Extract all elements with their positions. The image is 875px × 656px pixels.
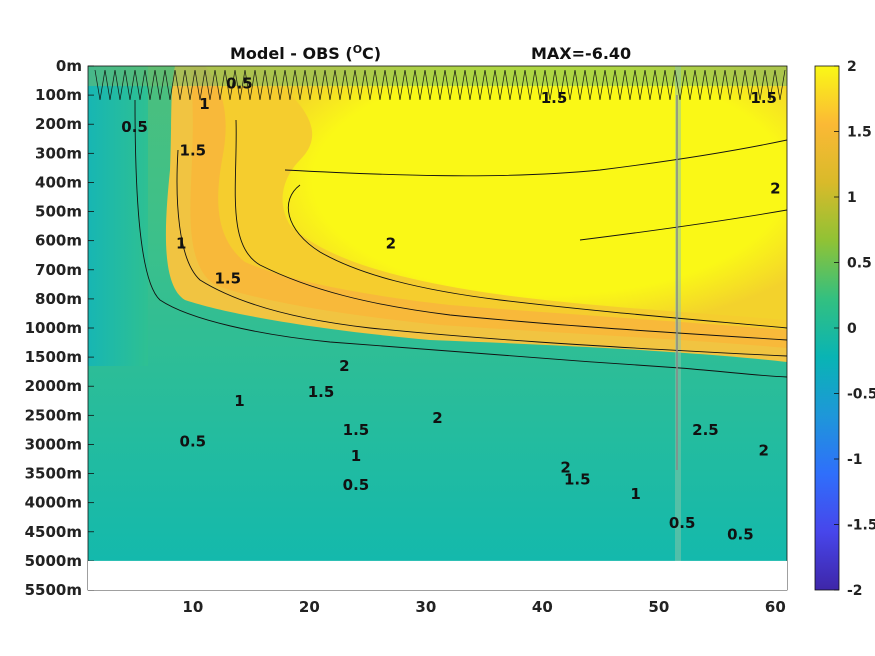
contour-label: 0.5: [343, 476, 370, 494]
surface-contour-noise: [94, 69, 786, 101]
contour-label: 0.5: [226, 74, 253, 92]
y-tick-label: 300m: [35, 144, 82, 162]
contour-label: 0.5: [121, 118, 148, 136]
contour-0.5: [134, 99, 787, 378]
x-tick-label: 20: [299, 598, 320, 616]
colorbar-tick-label: -1: [847, 452, 863, 468]
x-tick-label: 30: [415, 598, 436, 616]
surface-mixed-band: [88, 66, 787, 86]
contour-label: 2: [770, 179, 780, 197]
x-axis: 10 20 30 40 50 60: [182, 584, 786, 616]
contour-label: 1.5: [564, 470, 591, 488]
surface-west-region: [88, 66, 148, 366]
y-tick-label: 4500m: [25, 523, 82, 541]
y-tick-label: 1500m: [25, 348, 82, 366]
contour-label: 1.5: [750, 89, 777, 107]
contour-lines: [94, 69, 787, 470]
y-tick-label: 1000m: [25, 319, 82, 337]
colorbar-tick-label: 0.5: [847, 256, 872, 272]
contour-1: [176, 149, 787, 357]
no-data-region: [88, 560, 787, 590]
colorbar-tick-label: 1: [847, 190, 857, 206]
colorbar-ticks: 2 1.5 1 0.5 0 -0.5 -1 -1.5 -2: [834, 59, 875, 599]
y-tick-label: 5000m: [25, 552, 82, 570]
contour-label: 0.5: [180, 433, 207, 451]
contour-label: 2: [386, 235, 396, 253]
contour-label: 1.5: [343, 421, 370, 439]
y-tick-label: 700m: [35, 261, 82, 279]
contour-label: 2: [339, 357, 349, 375]
y-tick-label: 2000m: [25, 377, 82, 395]
contour-label: 0.5: [669, 514, 696, 532]
contour-label: 1.5: [215, 270, 242, 288]
contour-2.5: [579, 209, 787, 241]
contour-label: 1.5: [180, 141, 207, 159]
warm-core: [260, 66, 787, 320]
contour-labels: 0.511.50.50.511.5222.51.5210.52221.511.5…: [121, 74, 780, 543]
contour-label: 0.5: [727, 526, 754, 544]
x-tick-label: 40: [532, 598, 553, 616]
contour-label: 1: [176, 235, 186, 253]
y-tick-label: 800m: [35, 290, 82, 308]
contour-2b: [284, 139, 787, 177]
heatmap-field: [88, 66, 787, 561]
y-tick-label: 500m: [35, 203, 82, 221]
contour-label: 2.5: [692, 421, 719, 439]
y-tick-label: 4000m: [25, 494, 82, 512]
y-tick-label: 2500m: [25, 406, 82, 424]
y-tick-label: 5500m: [25, 581, 82, 599]
title-unit: C): [362, 44, 381, 63]
x-tick-label: 10: [182, 598, 203, 616]
y-axis: 0m 100m 200m 300m 400m 500m 600m 700m 800m 1000m 1…: [25, 57, 94, 599]
no-data-column: [675, 66, 681, 561]
contour-label: 1: [351, 447, 361, 465]
y-tick-label: 3500m: [25, 465, 82, 483]
colorbar-tick-label: 2: [847, 59, 857, 75]
colorbar-tick-label: -0.5: [847, 387, 875, 403]
contour-label: 1: [234, 392, 244, 410]
y-tick-label: 0m: [56, 57, 82, 75]
y-tick-label: 400m: [35, 173, 82, 191]
colorbar-tick-label: 0: [847, 321, 857, 337]
colorbar-tick-label: -2: [847, 583, 863, 599]
contour-label: 1: [630, 485, 640, 503]
x-tick-label: 50: [648, 598, 669, 616]
colorbar-tick-label: 1.5: [847, 125, 872, 141]
contour-label: 1.5: [541, 89, 568, 107]
colorbar-tick-label: -1.5: [847, 518, 875, 534]
y-tick-label: 100m: [35, 86, 82, 104]
contour-label: 2: [758, 441, 768, 459]
contour-label: 2: [432, 409, 442, 427]
contour-label: 2: [560, 459, 570, 477]
x-tick-label: 60: [765, 598, 786, 616]
title-superscript: O: [353, 43, 362, 56]
y-tick-label: 3000m: [25, 435, 82, 453]
y-tick-label: 600m: [35, 232, 82, 250]
chart-title: Model - OBS (OC): [230, 43, 381, 63]
y-tick-label: 200m: [35, 115, 82, 133]
contour-label: 1.5: [308, 383, 335, 401]
contour-label: 1: [199, 95, 209, 113]
contour-1.5: [234, 119, 787, 341]
max-annotation: MAX=-6.40: [531, 44, 631, 63]
